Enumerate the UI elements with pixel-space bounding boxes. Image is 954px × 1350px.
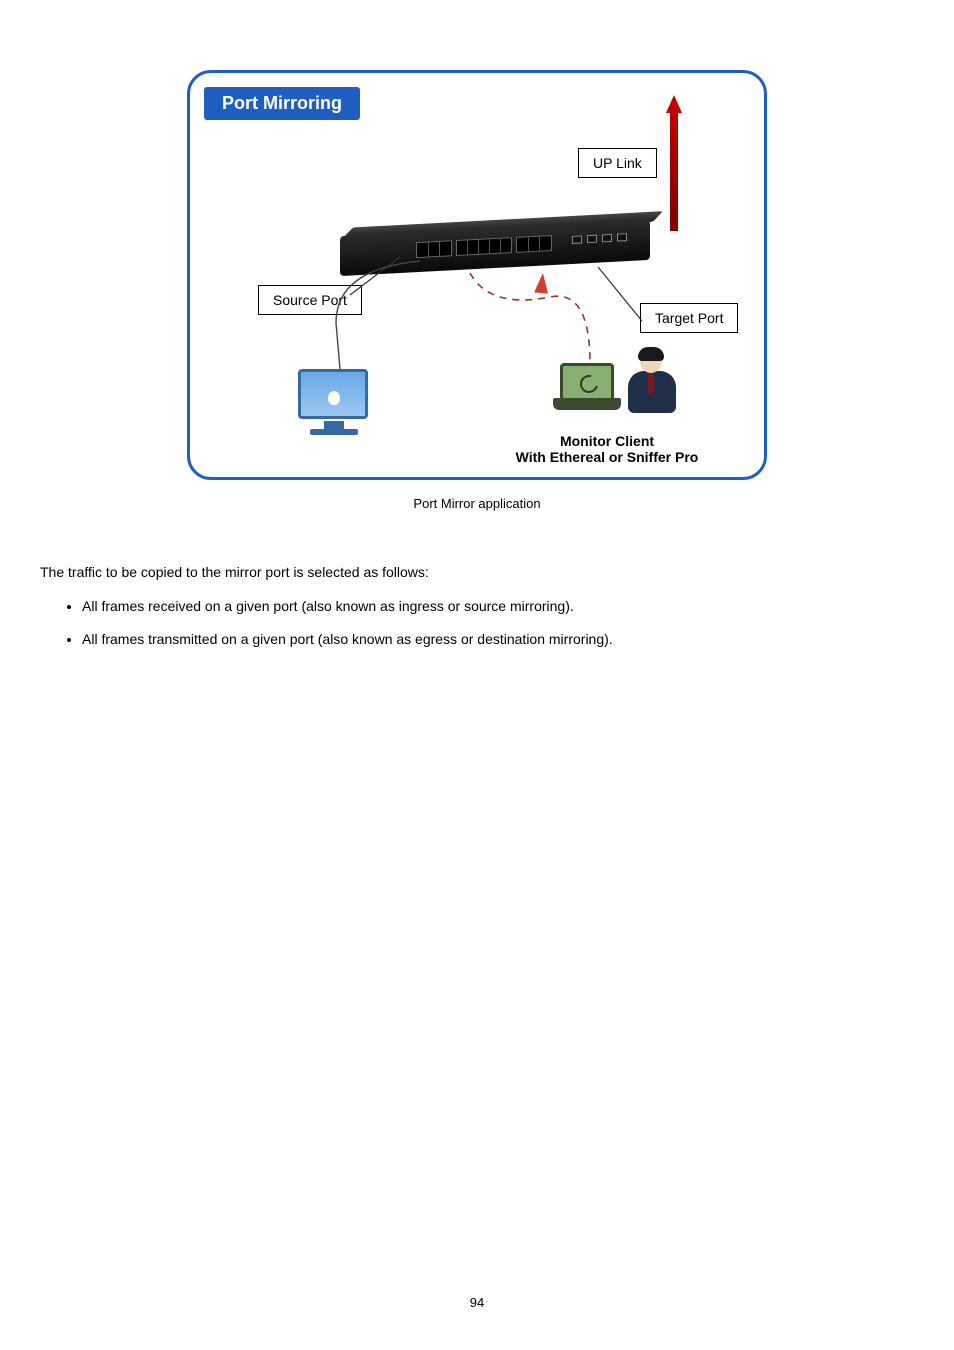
document-page: Port Mirroring UP Link Source Port Targe…	[0, 0, 954, 1350]
mirror-arrow-icon	[534, 272, 550, 293]
port-mirroring-diagram: Port Mirroring UP Link Source Port Targe…	[187, 70, 767, 480]
desktop-logo-icon	[328, 391, 340, 405]
source-port-label: Source Port	[258, 285, 362, 315]
list-item: All frames transmitted on a given port (…	[82, 628, 914, 650]
network-switch-icon	[340, 220, 650, 276]
person-icon	[620, 349, 680, 419]
diagram-container: Port Mirroring UP Link Source Port Targe…	[187, 70, 767, 511]
uplink-arrow-stem-icon	[670, 111, 678, 231]
bullet-list: All frames received on a given port (als…	[40, 595, 914, 650]
body-text: The traffic to be copied to the mirror p…	[40, 561, 914, 650]
page-number: 94	[0, 1295, 954, 1310]
list-item: All frames received on a given port (als…	[82, 595, 914, 617]
desktop-stand-icon	[324, 421, 344, 429]
target-port-label: Target Port	[640, 303, 738, 333]
monitor-line1: Monitor Client	[560, 433, 654, 449]
laptop-icon	[560, 363, 614, 401]
uplink-label: UP Link	[578, 148, 657, 178]
intro-paragraph: The traffic to be copied to the mirror p…	[40, 561, 914, 583]
monitor-client-label: Monitor Client With Ethereal or Sniffer …	[480, 433, 734, 465]
figure-caption: Port Mirror application	[187, 496, 767, 511]
monitor-line2: With Ethereal or Sniffer Pro	[516, 449, 699, 465]
desktop-base-icon	[310, 429, 358, 435]
diagram-title: Port Mirroring	[204, 87, 360, 120]
